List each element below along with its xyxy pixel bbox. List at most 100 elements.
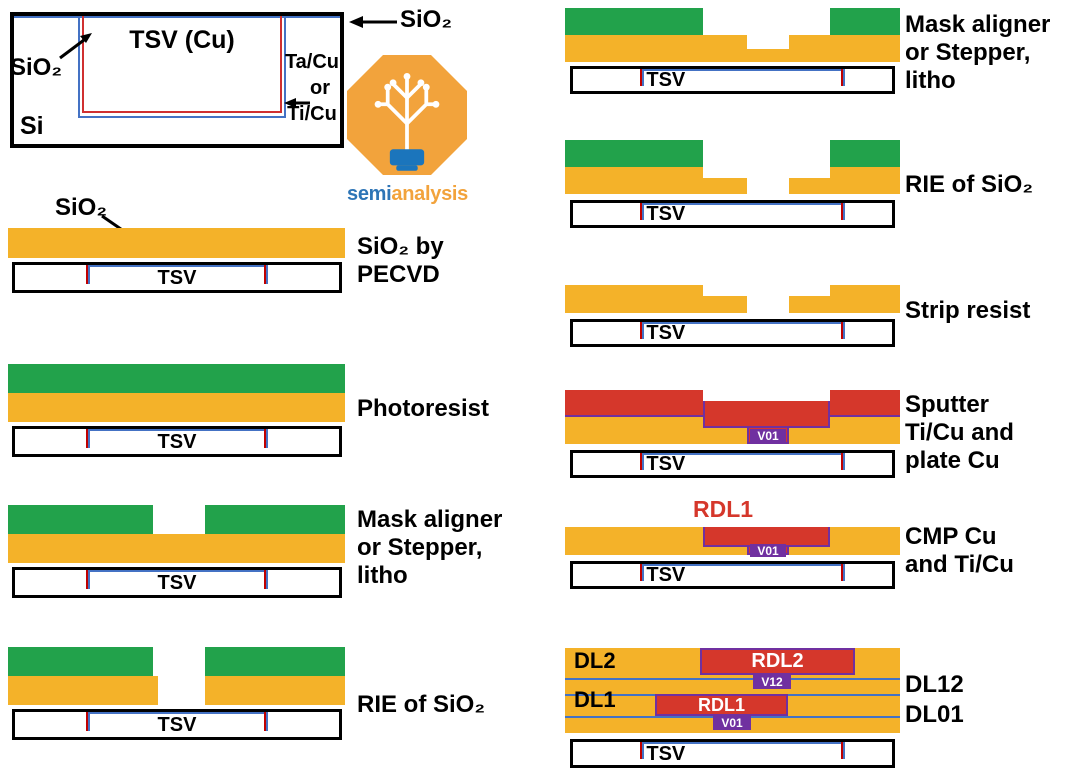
- step-caption: CMP Cu: [905, 523, 997, 550]
- dielectric-boundary-line: [565, 678, 900, 680]
- tsv-left-edge-mark: [639, 322, 644, 339]
- barrier-arrow-icon: [284, 98, 310, 108]
- semianalysis-logo: semianalysis: [345, 55, 470, 227]
- sio2-layer: [565, 167, 900, 194]
- tsv-left-edge-mark: [639, 564, 644, 581]
- tsv-right-edge-mark: [264, 429, 269, 448]
- step-caption: Sputter: [905, 391, 989, 418]
- barrier-label-line3: Ti/Cu: [287, 103, 337, 125]
- step-caption: or Stepper,: [905, 39, 1031, 66]
- tsv-label: TSV: [646, 69, 686, 91]
- step-caption: Mask aligner: [357, 506, 503, 533]
- tsv-surface-line: [639, 742, 841, 744]
- step-caption: litho: [905, 67, 956, 94]
- sio2-top-arrow-icon: [349, 16, 397, 28]
- rdl1-copper-line: RDL1: [655, 694, 788, 716]
- step-caption: or Stepper,: [357, 534, 483, 561]
- silicon-substrate: TSV: [570, 66, 895, 94]
- tsv-barrier-liner: [82, 16, 282, 113]
- step-caption: Strip resist: [905, 297, 1031, 324]
- logo-word-analysis: analysis: [391, 183, 468, 205]
- tsv-left-edge-mark: [86, 712, 91, 731]
- tsv-right-edge-mark: [264, 570, 269, 589]
- sio2-layer: [565, 35, 900, 62]
- tsv-surface-line: [86, 429, 265, 431]
- tsv-left-edge-mark: [86, 265, 91, 284]
- step-caption: plate Cu: [905, 447, 1000, 474]
- photoresist-layer-right: [830, 140, 900, 167]
- tsv-surface-line: [86, 570, 265, 572]
- via-v01-badge: V01: [750, 544, 786, 557]
- silicon-substrate: TSV: [570, 450, 895, 478]
- silicon-substrate: TSV: [570, 739, 895, 768]
- step-caption: RIE of SiO₂: [357, 691, 486, 718]
- tsv-surface-line: [639, 453, 841, 455]
- dl1-label: DL1: [574, 687, 616, 712]
- copper-trench-fill: [703, 401, 830, 428]
- tsv-right-edge-mark: [840, 564, 845, 581]
- plated-copper-right: [830, 390, 900, 417]
- sio2-layer: [8, 676, 345, 705]
- step-caption: litho: [357, 562, 408, 589]
- tsv-left-edge-mark: [639, 742, 644, 760]
- tsv-label: TSV: [646, 564, 686, 586]
- tsv-oxide-liner: [78, 16, 286, 118]
- tsv-left-edge-mark: [86, 429, 91, 448]
- tsv-surface-line: [639, 203, 841, 205]
- plated-copper-left: [565, 390, 703, 417]
- step-caption: Mask aligner: [905, 11, 1051, 38]
- rdl2-copper-line: RDL2: [700, 648, 855, 675]
- via-v01-badge: V01: [713, 716, 751, 730]
- tsv-surface-line: [86, 712, 265, 714]
- sio2-layer: [8, 228, 345, 258]
- sio2-layer: [565, 285, 900, 313]
- tsv-left-edge-mark: [639, 453, 644, 470]
- dl01-label: DL01: [905, 701, 964, 728]
- tsv-right-edge-mark: [840, 203, 845, 220]
- sio2-layer: [8, 534, 345, 563]
- barrier-label-line2: or: [310, 77, 330, 99]
- tsv-surface-line: [639, 564, 841, 566]
- dl12-label: DL12: [905, 671, 964, 698]
- dl2-label: DL2: [574, 648, 616, 673]
- tsv-surface-line: [639, 322, 841, 324]
- silicon-substrate: TSV: [570, 319, 895, 347]
- tsv-surface-line: [86, 265, 265, 267]
- tsv-label: TSV: [646, 203, 686, 225]
- step-caption: Photoresist: [357, 395, 490, 422]
- si-label: Si: [20, 112, 44, 140]
- photoresist-layer-left: [8, 505, 153, 534]
- tsv-right-edge-mark: [264, 265, 269, 284]
- sio2-pointer-label: SiO₂: [55, 194, 108, 221]
- silicon-substrate: TSV: [570, 561, 895, 589]
- tsv-label: TSV: [157, 430, 197, 453]
- step-caption: RIE of SiO₂: [905, 171, 1034, 198]
- sio2-left-label: SiO₂: [10, 54, 63, 81]
- silicon-substrate: TSV: [12, 262, 342, 293]
- tsv-right-edge-mark: [840, 69, 845, 86]
- logo-octagon: [347, 55, 467, 175]
- barrier-label-line1: Ta/Cu: [284, 51, 340, 73]
- tsv-label: TSV: [646, 322, 686, 344]
- etched-via-opening: [747, 167, 789, 194]
- photoresist-layer-right: [830, 8, 900, 35]
- step-caption: Ti/Cu and: [905, 419, 1014, 446]
- photoresist-layer-right: [205, 647, 345, 676]
- tsv-right-edge-mark: [840, 742, 845, 760]
- tsv-right-edge-mark: [264, 712, 269, 731]
- rdl1-title-label: RDL1: [693, 496, 754, 522]
- tsv-left-edge-mark: [639, 203, 644, 220]
- photoresist-layer-right: [205, 505, 345, 534]
- tsv-label: TSV: [157, 266, 197, 289]
- tsv-label: TSV: [646, 453, 686, 475]
- step-caption: and Ti/Cu: [905, 551, 1014, 578]
- etched-via-opening: [158, 676, 205, 705]
- logo-word-semi: semi: [347, 183, 392, 205]
- photoresist-layer-left: [565, 8, 703, 35]
- partial-via-opening: [747, 35, 789, 49]
- silicon-substrate: TSV: [12, 567, 342, 598]
- tsv-label: TSV: [157, 571, 197, 594]
- tsv-cu-label: TSV (Cu): [129, 26, 235, 54]
- sio2-left-arrow-icon: [59, 33, 92, 60]
